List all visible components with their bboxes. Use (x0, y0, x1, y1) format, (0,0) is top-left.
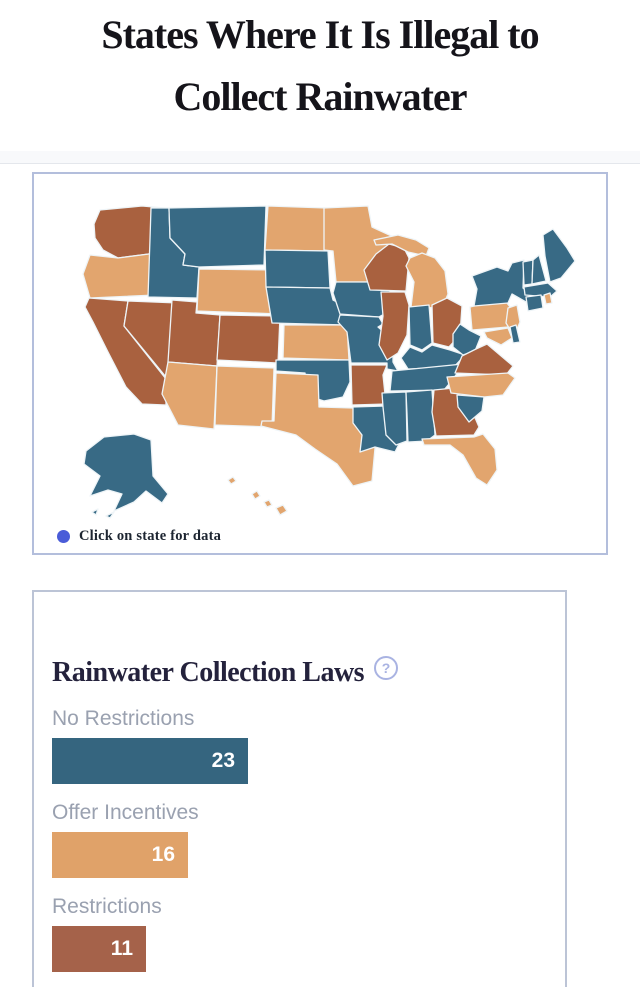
map-legend: Click on state for data (57, 526, 221, 546)
state-RI[interactable] (543, 292, 553, 305)
state-NM[interactable] (214, 365, 275, 428)
chart-title: Rainwater Collection Laws (52, 657, 365, 688)
state-SD[interactable] (264, 249, 331, 289)
bar-value: 16 (151, 843, 175, 866)
state-AZ[interactable] (161, 361, 218, 430)
bar: 23 (52, 738, 248, 784)
section-divider (0, 151, 640, 164)
state-MT[interactable] (168, 205, 267, 268)
chart-panel: Rainwater Collection Laws ? No Restricti… (32, 590, 567, 987)
page-title-line1: States Where It Is Illegal to (101, 12, 539, 57)
bar-value: 11 (110, 937, 133, 960)
state-MI[interactable] (405, 252, 449, 309)
state-AL[interactable] (405, 389, 436, 443)
state-NC[interactable] (446, 372, 516, 398)
state-KS[interactable] (282, 324, 350, 361)
state-HI[interactable] (227, 476, 237, 485)
article-header: States Where It Is Illegal to Collect Rai… (0, 0, 640, 128)
state-AK[interactable] (83, 433, 169, 512)
state-HI[interactable] (275, 504, 288, 516)
bar-group: Offer Incentives 16 (52, 801, 547, 878)
state-DE[interactable] (509, 324, 521, 344)
bar-label: No Restrictions (52, 707, 195, 730)
state-FL[interactable] (421, 433, 498, 486)
page-title: States Where It Is Illegal to Collect Rai… (0, 0, 640, 128)
bar-value: 23 (211, 749, 235, 772)
legend-label: Click on state for data (79, 527, 222, 544)
state-ME[interactable] (542, 228, 576, 283)
state-IL[interactable] (378, 291, 410, 361)
state-HI[interactable] (263, 499, 273, 508)
state-TX[interactable] (260, 372, 388, 487)
us-choropleth-map (82, 205, 576, 519)
state-WV[interactable] (452, 323, 482, 356)
legend-dot-icon (57, 529, 70, 543)
state-AK[interactable] (91, 508, 99, 516)
help-icon[interactable]: ? (374, 656, 399, 680)
chart-title-row: Rainwater Collection Laws ? (52, 656, 547, 688)
state-VA[interactable] (454, 343, 514, 376)
map-panel: Click on state for data (32, 172, 608, 555)
state-CO[interactable] (216, 314, 281, 364)
state-IN[interactable] (408, 304, 433, 351)
state-AK[interactable] (105, 511, 115, 519)
state-ND[interactable] (264, 205, 329, 252)
bar-label: Offer Incentives (52, 801, 199, 824)
bar: 16 (52, 832, 188, 878)
bar-label: Restrictions (52, 895, 162, 918)
state-NH[interactable] (531, 254, 547, 285)
page-title-line2: Collect Rainwater (173, 74, 468, 119)
state-HI[interactable] (251, 490, 261, 500)
bar-chart: No Restrictions 23 Offer Incentives 16 Restr… (52, 707, 547, 972)
state-AR[interactable] (350, 364, 388, 406)
bar: 11 (52, 926, 146, 972)
state-MD[interactable] (483, 327, 513, 346)
state-CT[interactable] (525, 294, 544, 312)
bar-group: Restrictions 11 (52, 895, 547, 972)
state-SC[interactable] (456, 394, 485, 423)
bar-group: No Restrictions 23 (52, 707, 547, 784)
